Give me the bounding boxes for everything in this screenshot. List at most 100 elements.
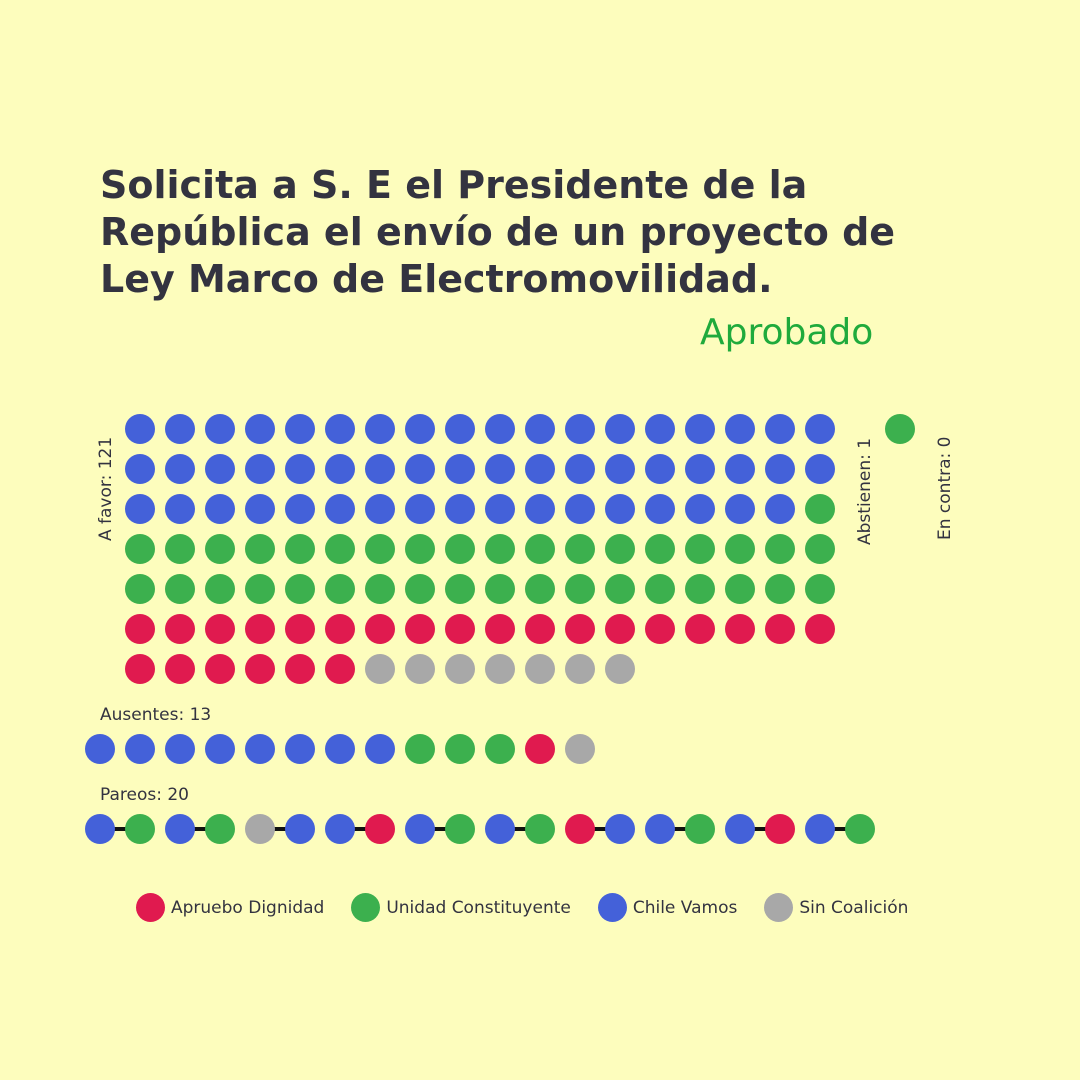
a-favor-dot-unidad-constituyente [405, 574, 435, 604]
a-favor-dot-unidad-constituyente [485, 574, 515, 604]
legend-item-sin-coalicion: Sin Coalición [764, 893, 908, 922]
a-favor-dot-chile-vamos [125, 414, 155, 444]
a-favor-dot-chile-vamos [445, 414, 475, 444]
legend-label: Sin Coalición [799, 897, 909, 918]
a-favor-dot-chile-vamos [445, 494, 475, 524]
legend-item-apruebo-dignidad: Apruebo Dignidad [136, 893, 324, 922]
pareos-label: Pareos: 20 [100, 785, 190, 805]
a-favor-dot-chile-vamos [725, 454, 755, 484]
a-favor-dot-apruebo-dignidad [685, 614, 715, 644]
a-favor-dot-chile-vamos [525, 454, 555, 484]
a-favor-dot-chile-vamos [485, 494, 515, 524]
a-favor-dot-chile-vamos [165, 494, 195, 524]
a-favor-dot-sin-coalicion [405, 654, 435, 684]
a-favor-dot-chile-vamos [365, 454, 395, 484]
a-favor-dot-unidad-constituyente [645, 534, 675, 564]
a-favor-dot-chile-vamos [405, 414, 435, 444]
ausente-dot-apruebo-dignidad [525, 734, 555, 764]
legend-swatch [136, 893, 165, 922]
a-favor-dot-unidad-constituyente [285, 534, 315, 564]
a-favor-dot-unidad-constituyente [205, 574, 235, 604]
a-favor-dot-chile-vamos [605, 414, 635, 444]
a-favor-dot-apruebo-dignidad [205, 614, 235, 644]
legend-item-unidad-constituyente: Unidad Constituyente [351, 893, 571, 922]
a-favor-dot-unidad-constituyente [325, 574, 355, 604]
ausente-dot-unidad-constituyente [445, 734, 475, 764]
a-favor-dot-apruebo-dignidad [765, 614, 795, 644]
a-favor-dot-chile-vamos [245, 454, 275, 484]
a-favor-dot-apruebo-dignidad [245, 654, 275, 684]
a-favor-dot-chile-vamos [485, 454, 515, 484]
a-favor-dot-apruebo-dignidad [645, 614, 675, 644]
a-favor-dot-unidad-constituyente [685, 534, 715, 564]
pareo-dot-chile-vamos [165, 814, 195, 844]
a-favor-dot-unidad-constituyente [245, 574, 275, 604]
a-favor-dot-sin-coalicion [565, 654, 595, 684]
pareo-dot-chile-vamos [325, 814, 355, 844]
pareo-dot-apruebo-dignidad [765, 814, 795, 844]
a-favor-dot-chile-vamos [725, 494, 755, 524]
a-favor-dot-apruebo-dignidad [125, 654, 155, 684]
a-favor-dot-chile-vamos [805, 454, 835, 484]
a-favor-dot-unidad-constituyente [565, 574, 595, 604]
pareo-dot-apruebo-dignidad [365, 814, 395, 844]
a-favor-dot-chile-vamos [125, 454, 155, 484]
pareo-dot-chile-vamos [485, 814, 515, 844]
vote-result: Aprobado [700, 312, 874, 353]
ausente-dot-chile-vamos [245, 734, 275, 764]
a-favor-dot-unidad-constituyente [245, 534, 275, 564]
a-favor-dot-unidad-constituyente [645, 574, 675, 604]
a-favor-dot-chile-vamos [605, 454, 635, 484]
pareo-dot-unidad-constituyente [845, 814, 875, 844]
a-favor-dot-chile-vamos [325, 494, 355, 524]
a-favor-dot-apruebo-dignidad [165, 614, 195, 644]
a-favor-dot-chile-vamos [685, 414, 715, 444]
legend: Apruebo Dignidad Unidad Constituyente Ch… [136, 893, 935, 922]
a-favor-dot-chile-vamos [205, 414, 235, 444]
pareo-dot-chile-vamos [725, 814, 755, 844]
a-favor-dot-unidad-constituyente [725, 574, 755, 604]
a-favor-dot-unidad-constituyente [125, 534, 155, 564]
a-favor-dot-chile-vamos [205, 454, 235, 484]
ausente-dot-chile-vamos [285, 734, 315, 764]
pareo-dot-unidad-constituyente [125, 814, 155, 844]
a-favor-dot-unidad-constituyente [405, 534, 435, 564]
a-favor-dot-unidad-constituyente [365, 534, 395, 564]
legend-item-chile-vamos: Chile Vamos [597, 893, 737, 922]
a-favor-dot-unidad-constituyente [205, 534, 235, 564]
a-favor-dot-unidad-constituyente [285, 574, 315, 604]
a-favor-dot-chile-vamos [565, 494, 595, 524]
a-favor-dot-chile-vamos [365, 414, 395, 444]
a-favor-dot-chile-vamos [565, 454, 595, 484]
a-favor-dot-chile-vamos [725, 414, 755, 444]
a-favor-dot-chile-vamos [525, 494, 555, 524]
a-favor-dot-chile-vamos [765, 414, 795, 444]
a-favor-dot-chile-vamos [365, 494, 395, 524]
pareo-dot-chile-vamos [285, 814, 315, 844]
a-favor-dot-unidad-constituyente [565, 534, 595, 564]
a-favor-dot-unidad-constituyente [525, 574, 555, 604]
a-favor-dot-chile-vamos [445, 454, 475, 484]
a-favor-dot-apruebo-dignidad [325, 654, 355, 684]
ausente-dot-sin-coalicion [565, 734, 595, 764]
a-favor-dot-apruebo-dignidad [285, 654, 315, 684]
a-favor-dot-unidad-constituyente [525, 534, 555, 564]
a-favor-dot-unidad-constituyente [805, 494, 835, 524]
a-favor-dot-unidad-constituyente [445, 534, 475, 564]
a-favor-dot-sin-coalicion [445, 654, 475, 684]
a-favor-dot-chile-vamos [685, 494, 715, 524]
chart-title: Solicita a S. E el Presidente de la Repú… [100, 163, 896, 301]
legend-swatch [764, 893, 794, 922]
legend-swatch [597, 893, 627, 922]
a-favor-dot-apruebo-dignidad [325, 614, 355, 644]
pareo-dot-chile-vamos [605, 814, 635, 844]
a-favor-dot-chile-vamos [765, 494, 795, 524]
a-favor-dot-chile-vamos [205, 494, 235, 524]
a-favor-dot-chile-vamos [605, 494, 635, 524]
a-favor-dot-chile-vamos [485, 414, 515, 444]
abstienen-dot-unidad-constituyente [885, 414, 915, 444]
a-favor-dot-unidad-constituyente [605, 574, 635, 604]
a-favor-dot-chile-vamos [165, 454, 195, 484]
a-favor-dot-chile-vamos [165, 414, 195, 444]
